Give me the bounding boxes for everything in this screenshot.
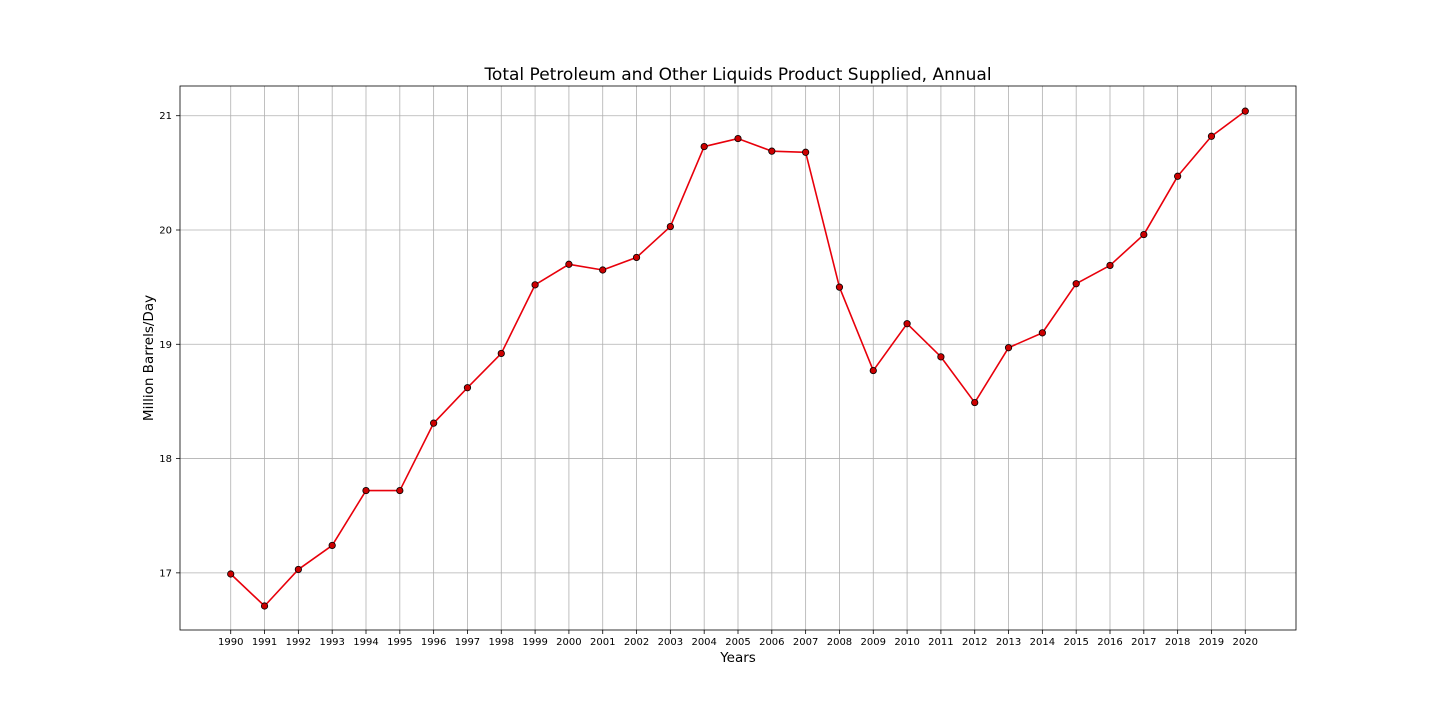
data-point-2014 [1038, 329, 1046, 337]
x-tick-label: 2017 [1131, 637, 1156, 648]
axis-ticks: 1990 1991 1992 1993 1994 1995 1996 1997 1998 1999… [159, 111, 1258, 648]
x-tick-label: 2001 [590, 637, 615, 648]
data-point-2013 [1004, 344, 1013, 352]
x-tick-label: 2003 [658, 637, 683, 648]
data-point-1993 [328, 541, 336, 550]
x-tick-label: 2006 [759, 637, 784, 648]
data-point-1991 [260, 602, 269, 610]
x-tick-label: 1997 [455, 637, 480, 648]
x-tick-label: 2016 [1097, 637, 1122, 648]
data-point-2010 [903, 320, 911, 328]
x-tick-label: 2008 [827, 637, 852, 648]
data-point-1999 [531, 281, 539, 289]
data-point-2000 [565, 260, 573, 268]
grid-lines [180, 86, 1296, 630]
x-tick-label: 2002 [624, 637, 649, 648]
data-point-2002 [632, 253, 641, 262]
x-tick-label: 2005 [725, 637, 750, 648]
data-point-2008 [835, 283, 844, 291]
x-tick-label: 1999 [522, 637, 547, 648]
data-point-1998 [497, 349, 505, 358]
y-tick-label: 21 [159, 111, 172, 122]
x-tick-label: 1996 [421, 637, 446, 648]
x-tick-label: 1992 [286, 637, 311, 648]
x-tick-label: 2007 [793, 637, 818, 648]
x-axis-label: Years [719, 650, 756, 666]
data-point-2020 [1241, 107, 1249, 115]
data-point-1995 [396, 486, 404, 495]
x-tick-label: 2013 [996, 637, 1021, 648]
data-point-2012 [971, 398, 979, 407]
data-point-2019 [1207, 132, 1216, 140]
data-point-2007 [802, 148, 810, 156]
data-point-2016 [1106, 261, 1114, 270]
x-tick-label: 2020 [1233, 637, 1258, 648]
data-point-2001 [599, 266, 607, 274]
x-tick-label: 2010 [894, 637, 919, 648]
data-point-2017 [1140, 230, 1148, 239]
x-tick-label: 1991 [252, 637, 277, 648]
data-point-2011 [937, 353, 945, 361]
data-point-1992 [294, 565, 302, 574]
data-point-2004 [700, 142, 708, 151]
y-tick-label: 18 [159, 454, 172, 465]
x-tick-label: 2011 [928, 637, 953, 648]
x-tick-label: 1994 [353, 637, 378, 648]
data-point-2015 [1072, 280, 1080, 288]
x-tick-label: 2014 [1030, 637, 1055, 648]
chart-title: Total Petroleum and Other Liquids Produc… [483, 65, 991, 85]
x-tick-label: 1995 [387, 637, 412, 648]
x-tick-label: 2019 [1199, 637, 1224, 648]
data-points [227, 107, 1249, 610]
data-point-1994 [362, 486, 370, 495]
y-tick-label: 20 [159, 226, 172, 237]
data-point-2018 [1174, 172, 1182, 180]
x-tick-label: 2009 [861, 637, 886, 648]
data-point-2009 [869, 366, 877, 375]
data-point-1996 [430, 419, 438, 427]
y-tick-label: 17 [159, 568, 172, 579]
data-point-2005 [734, 134, 742, 143]
data-point-1990 [227, 570, 235, 578]
x-tick-label: 2004 [691, 637, 716, 648]
x-tick-label: 2000 [556, 637, 581, 648]
data-point-1997 [463, 384, 472, 392]
x-tick-label: 1998 [489, 637, 514, 648]
y-axis-label: Million Barrels/Day [141, 295, 157, 421]
data-point-2006 [768, 147, 776, 155]
data-point-2003 [666, 222, 674, 231]
y-tick-label: 19 [159, 340, 172, 351]
x-tick-label: 1993 [319, 637, 344, 648]
x-tick-label: 2012 [962, 637, 987, 648]
x-tick-label: 2015 [1063, 637, 1088, 648]
x-tick-label: 1990 [218, 637, 243, 648]
x-tick-label: 2018 [1165, 637, 1190, 648]
